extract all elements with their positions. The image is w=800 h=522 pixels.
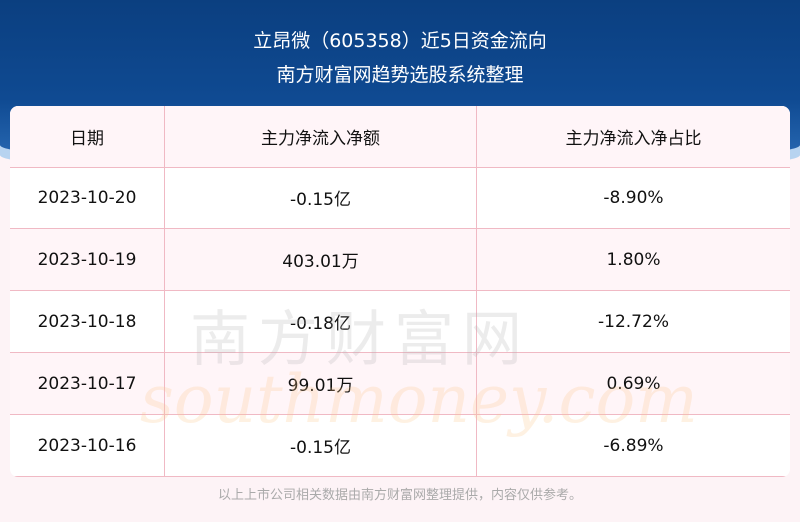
column-header: 日期 (10, 106, 165, 167)
net-ratio-cell: -12.72% (598, 311, 669, 332)
table-row: 2023-10-20 -0.15亿 -8.90% (10, 167, 790, 229)
fund-flow-table: 日期 主力净流入净额 主力净流入净占比 2023-10-20 -0.15亿 -8… (10, 106, 790, 477)
date-cell: 2023-10-16 (10, 415, 165, 476)
column-header: 主力净流入净额 (165, 106, 477, 167)
table-row: 2023-10-17 99.01万 0.69% (10, 353, 790, 415)
table-header: 日期 主力净流入净额 主力净流入净占比 (10, 106, 790, 168)
page-title: 立昂微（605358）近5日资金流向 (253, 30, 547, 52)
date-cell: 2023-10-17 (10, 353, 165, 414)
net-amount-cell: -0.15亿 (165, 167, 477, 228)
table-row: 2023-10-16 -0.15亿 -6.89% (10, 415, 790, 477)
net-amount-cell: 99.01万 (165, 353, 477, 414)
date-cell: 2023-10-20 (10, 167, 165, 228)
table-row: 2023-10-18 -0.18亿 -12.72% (10, 291, 790, 353)
page-subtitle: 南方财富网趋势选股系统整理 (276, 64, 524, 86)
net-ratio-cell: 0.69% (606, 373, 661, 394)
net-ratio-cell: 1.80% (606, 249, 661, 270)
net-amount-cell: 403.01万 (165, 229, 477, 290)
footer-disclaimer: 以上上市公司相关数据由南方财富网整理提供，内容仅供参考。 (217, 488, 582, 503)
column-header: 主力净流入净占比 (565, 129, 702, 149)
net-amount-cell: -0.15亿 (165, 415, 477, 476)
net-ratio-cell: -6.89% (603, 435, 664, 456)
date-cell: 2023-10-18 (10, 291, 165, 352)
net-amount-cell: -0.18亿 (165, 291, 477, 352)
date-cell: 2023-10-19 (10, 229, 165, 290)
table-row: 2023-10-19 403.01万 1.80% (10, 229, 790, 291)
net-ratio-cell: -8.90% (603, 187, 664, 208)
